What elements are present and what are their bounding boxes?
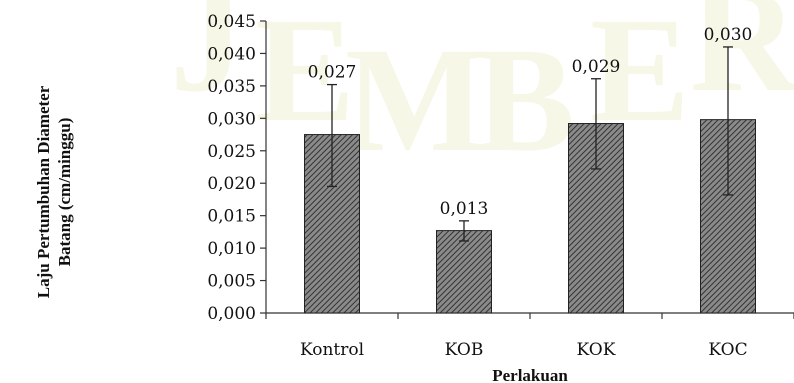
- bar-kob: [436, 230, 492, 314]
- x-tick-label: KOK: [577, 340, 616, 360]
- error-bar-kok: [591, 78, 601, 170]
- x-axis-title: Perlakuan: [492, 366, 568, 383]
- x-axis-ticks: Kontrol KOB KOK KOC: [265, 313, 794, 360]
- error-bar-kontrol: [327, 83, 337, 188]
- y-tick-label: 0,010: [207, 239, 256, 259]
- watermark-letter: E: [255, 0, 355, 153]
- data-label-kok: 0,029: [572, 57, 621, 77]
- watermark-letter: B: [475, 17, 575, 183]
- y-tick-label: 0,020: [207, 174, 256, 194]
- watermark-letter: M: [345, 17, 487, 183]
- x-tick-label: KOB: [445, 340, 484, 360]
- y-tick-label: 0,015: [207, 207, 256, 227]
- y-tick-label: 0,035: [207, 77, 256, 97]
- error-bar-koc: [723, 46, 733, 196]
- error-bars: [327, 46, 733, 242]
- y-axis-title-line-1: Laju Pertumbuhan Diameter: [34, 85, 53, 298]
- data-label-kontrol: 0,027: [308, 63, 357, 83]
- x-tick-label: KOC: [708, 340, 747, 360]
- y-tick-label: 0,025: [207, 142, 256, 162]
- data-labels: 0,027 0,013 0,029 0,030: [308, 25, 753, 219]
- data-label-koc: 0,030: [704, 25, 753, 45]
- y-tick-label: 0,040: [207, 44, 256, 64]
- watermark-letter: R: [690, 0, 794, 123]
- y-axis-title-line-2: Batang (cm/minggu): [55, 118, 74, 267]
- watermark-letter: J: [170, 0, 245, 123]
- y-tick-label: 0,005: [207, 272, 256, 292]
- data-label-kob: 0,013: [440, 199, 489, 219]
- y-tick-label: 0,000: [207, 304, 256, 324]
- y-axis-ticks: 0,000 0,005 0,010 0,015 0,020 0,025 0,030 0,035…: [207, 12, 266, 324]
- x-tick-label: Kontrol: [300, 340, 364, 360]
- error-bar-kob: [459, 220, 469, 242]
- y-tick-label: 0,030: [207, 109, 256, 129]
- y-tick-label: 0,045: [207, 12, 256, 32]
